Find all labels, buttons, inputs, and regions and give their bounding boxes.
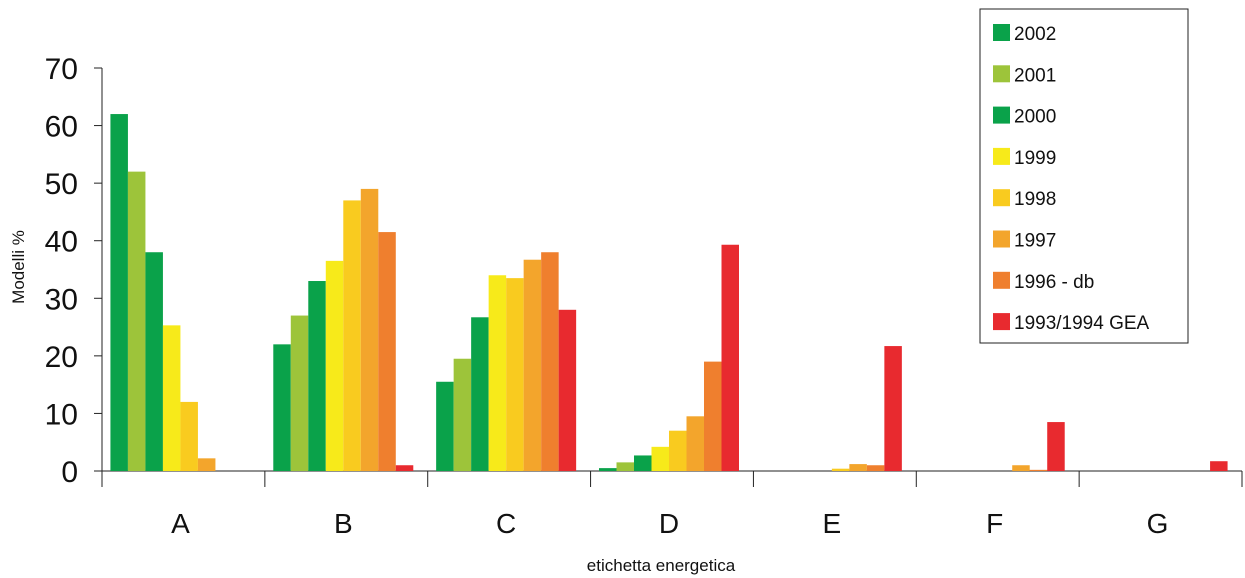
bar xyxy=(634,455,652,471)
bar xyxy=(273,344,291,471)
bar xyxy=(110,114,128,472)
bar xyxy=(197,458,216,471)
bar xyxy=(290,315,309,471)
legend-swatch xyxy=(993,106,1010,124)
bar xyxy=(436,381,454,471)
legend-label: 2000 xyxy=(1014,107,1056,128)
legend-swatch xyxy=(993,271,1010,289)
bar xyxy=(651,446,669,471)
bar xyxy=(616,462,634,471)
x-axis-title: etichetta energetica xyxy=(587,556,736,575)
bar xyxy=(849,464,867,471)
bar xyxy=(541,252,559,471)
bar xyxy=(162,325,181,471)
bar xyxy=(395,465,414,471)
bar xyxy=(471,317,489,471)
bar xyxy=(1047,422,1065,471)
bar xyxy=(1029,469,1048,471)
x-category-label: C xyxy=(496,508,516,539)
y-axis-title: Modelli % xyxy=(9,230,28,304)
x-category-label: A xyxy=(171,508,190,539)
legend-swatch xyxy=(993,24,1010,41)
bar xyxy=(686,416,704,471)
bar xyxy=(558,309,577,471)
bar xyxy=(378,232,396,471)
bar xyxy=(704,361,722,471)
y-tick-label: 10 xyxy=(45,398,78,431)
bar xyxy=(308,281,326,471)
y-tick-label: 20 xyxy=(45,341,78,374)
bar xyxy=(1210,461,1228,471)
legend-swatch xyxy=(993,189,1010,207)
x-axis: A B C D E F G xyxy=(101,470,1243,539)
bar xyxy=(866,465,885,471)
bar xyxy=(884,346,902,471)
bar xyxy=(488,275,507,471)
bars xyxy=(110,114,1228,472)
bar xyxy=(360,188,379,471)
x-category-label: B xyxy=(334,508,353,539)
legend-label: 2001 xyxy=(1014,65,1056,86)
y-tick-label: 70 xyxy=(45,53,78,86)
bar xyxy=(180,401,198,471)
legend-frame xyxy=(979,8,1189,344)
legend-swatch xyxy=(993,65,1010,83)
bar xyxy=(145,252,163,471)
x-category-label: D xyxy=(659,508,679,539)
legend-swatch xyxy=(993,313,1010,331)
y-axis: 0 10 20 30 40 50 60 70 xyxy=(45,53,103,489)
bar xyxy=(127,171,146,471)
legend-label: 1996 - db xyxy=(1014,272,1094,293)
y-tick-label: 40 xyxy=(45,226,78,259)
bar xyxy=(831,468,850,471)
x-category-label: G xyxy=(1147,508,1169,539)
bar xyxy=(1012,465,1030,471)
x-category-label: E xyxy=(823,508,842,539)
bar xyxy=(453,358,472,471)
bar xyxy=(523,259,542,471)
bar xyxy=(721,244,739,471)
y-tick-label: 50 xyxy=(45,168,78,201)
y-tick-label: 60 xyxy=(45,111,78,144)
bar xyxy=(343,200,361,471)
y-tick-label: 30 xyxy=(45,283,78,316)
legend-label: 1998 xyxy=(1014,189,1056,210)
legend-label: 1997 xyxy=(1014,231,1056,252)
legend-swatch xyxy=(993,230,1010,248)
legend-label: 1999 xyxy=(1014,148,1056,169)
bar xyxy=(506,278,524,471)
bar xyxy=(669,430,687,471)
legend-label: 1993/1994 GEA xyxy=(1014,313,1150,334)
bar xyxy=(599,468,617,471)
bar xyxy=(325,260,344,471)
legend: 2002 2001 2000 1999 1998 1997 1996 - db 1993/19… xyxy=(979,8,1189,344)
legend-label: 2002 xyxy=(1014,24,1056,45)
legend-swatch xyxy=(993,147,1010,165)
x-category-label: F xyxy=(986,508,1003,539)
y-tick-label: 0 xyxy=(61,456,78,489)
